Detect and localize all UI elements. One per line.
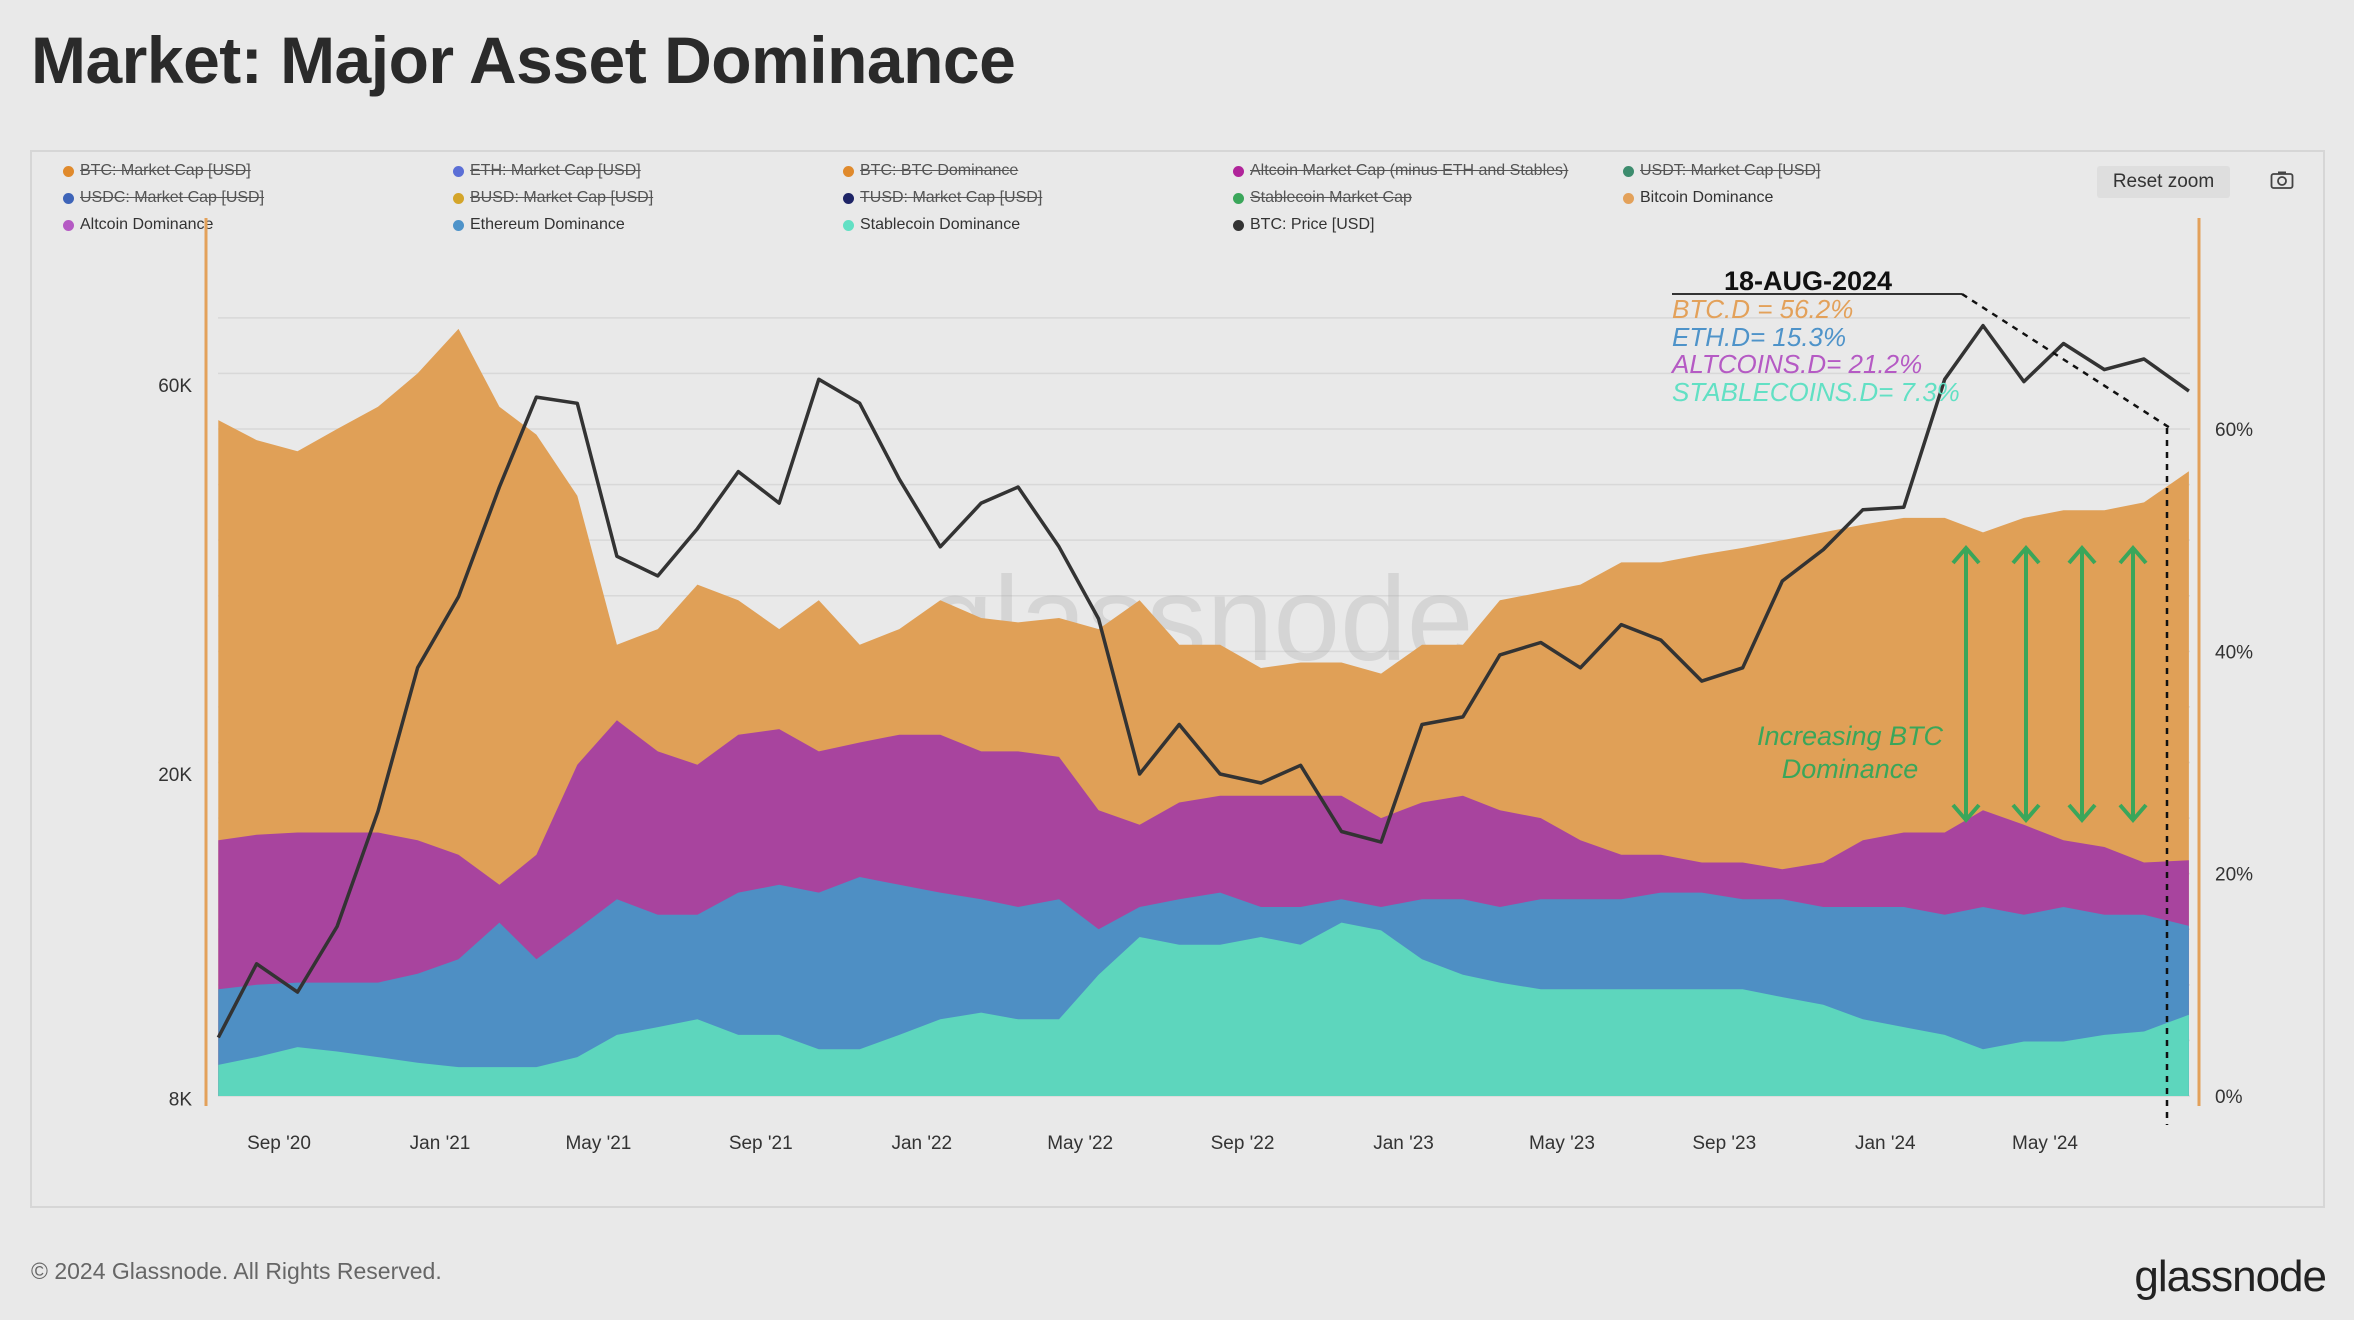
legend-item[interactable]: USDT: Market Cap [USD]: [1623, 162, 1820, 180]
legend-label: Stablecoin Market Cap: [1250, 189, 1412, 206]
price-series: [216, 323, 2190, 1039]
annotation: 18-AUG-2024 BTC.D = 56.2% ETH.D= 15.3% A…: [1670, 266, 2171, 1125]
x-tick-label: Sep '21: [729, 1133, 793, 1154]
annotation-altcoin-dominance: ALTCOINS.D= 21.2%: [1670, 349, 1922, 379]
trend-label-line2: Dominance: [1782, 754, 1919, 784]
areas: [218, 328, 2189, 1096]
trend-label-line1: Increasing BTC: [1757, 721, 1944, 751]
legend-item[interactable]: ETH: Market Cap [USD]: [453, 162, 641, 180]
trend-arrows: [1951, 544, 2148, 824]
right-tick-label: 60%: [2215, 420, 2253, 441]
glassnode-logo: glassnode: [2134, 1252, 2327, 1301]
legend-marker-icon: [843, 192, 854, 204]
double-arrow-icon: [2118, 544, 2148, 824]
legend-label: BTC: Price [USD]: [1250, 216, 1375, 233]
x-tick-label: May '21: [565, 1133, 631, 1154]
legend-label: Altcoin Market Cap (minus ETH and Stable…: [1250, 162, 1569, 179]
legend-marker-icon: [1623, 165, 1634, 177]
legend-label: USDT: Market Cap [USD]: [1640, 162, 1821, 179]
left-tick-label: 20K: [158, 765, 192, 786]
page-title: Market: Major Asset Dominance: [31, 23, 1016, 97]
legend-label: ETH: Market Cap [USD]: [470, 162, 641, 179]
x-tick-label: May '24: [2012, 1133, 2078, 1154]
legend-item[interactable]: Stablecoin Dominance: [843, 216, 1020, 234]
right-tick-label: 40%: [2215, 642, 2253, 663]
legend-item[interactable]: BTC: Price [USD]: [1233, 216, 1374, 234]
copyright: © 2024 Glassnode. All Rights Reserved.: [31, 1258, 442, 1284]
legend-marker-icon: [1233, 165, 1244, 177]
area-stablecoin-dominance: [218, 922, 2189, 1096]
annotation-eth-dominance: ETH.D= 15.3%: [1672, 322, 1846, 352]
legend-label: Ethereum Dominance: [470, 216, 625, 233]
legend-marker-icon: [843, 165, 854, 177]
legend-item[interactable]: BUSD: Market Cap [USD]: [453, 189, 653, 207]
annotation-date: 18-AUG-2024: [1724, 266, 1892, 296]
x-tick-label: May '23: [1529, 1133, 1595, 1154]
legend-marker-icon: [1233, 192, 1244, 204]
left-axis-ticks: 8K 20K 60K: [158, 376, 192, 1110]
legend-label: TUSD: Market Cap [USD]: [860, 189, 1043, 206]
legend-item[interactable]: TUSD: Market Cap [USD]: [843, 189, 1042, 207]
right-tick-label: 0%: [2215, 1087, 2243, 1108]
legend-marker-icon: [63, 192, 74, 204]
legend-marker-icon: [63, 219, 74, 231]
legend-marker-icon: [453, 192, 464, 204]
legend-item[interactable]: Bitcoin Dominance: [1623, 189, 1773, 207]
right-tick-label: 20%: [2215, 865, 2253, 886]
legend-marker-icon: [453, 219, 464, 231]
legend-marker-icon: [1233, 219, 1244, 231]
legend-item[interactable]: BTC: BTC Dominance: [843, 162, 1018, 180]
left-tick-label: 60K: [158, 376, 192, 397]
btc-price-line: [216, 323, 2190, 1039]
x-axis-ticks: Sep '20 Jan '21 May '21 Sep '21 Jan '22 May '…: [247, 1133, 2078, 1154]
double-arrow-icon: [1951, 544, 1981, 824]
annotation-btc-dominance: BTC.D = 56.2%: [1672, 294, 1853, 324]
legend-item[interactable]: BTC: Market Cap [USD]: [63, 162, 251, 180]
annotation-pointer: [1961, 292, 2171, 430]
double-arrow-icon: [2011, 544, 2041, 824]
x-tick-label: Sep '23: [1692, 1133, 1756, 1154]
left-tick-label: 8K: [169, 1089, 193, 1110]
legend-item[interactable]: Ethereum Dominance: [453, 216, 625, 234]
legend-item[interactable]: Stablecoin Market Cap: [1233, 189, 1412, 207]
legend-item[interactable]: Altcoin Dominance: [63, 216, 213, 234]
legend-item[interactable]: Altcoin Market Cap (minus ETH and Stable…: [1233, 162, 1568, 180]
annotation-stablecoin-dominance: STABLECOINS.D= 7.3%: [1672, 377, 1960, 407]
legend-label: BUSD: Market Cap [USD]: [470, 189, 654, 206]
camera-icon[interactable]: [2270, 170, 2294, 190]
x-tick-label: Sep '20: [247, 1133, 311, 1154]
x-tick-label: Jan '24: [1855, 1133, 1916, 1154]
x-tick-label: Jan '23: [1373, 1133, 1434, 1154]
x-tick-label: Jan '21: [410, 1133, 471, 1154]
x-tick-label: Sep '22: [1211, 1133, 1275, 1154]
legend-label: Stablecoin Dominance: [860, 216, 1021, 233]
legend-label: BTC: Market Cap [USD]: [80, 162, 251, 179]
legend-marker-icon: [63, 165, 74, 177]
double-arrow-icon: [2067, 544, 2097, 824]
legend-item[interactable]: USDC: Market Cap [USD]: [63, 189, 264, 207]
legend-marker-icon: [843, 219, 854, 231]
legend-label: Altcoin Dominance: [80, 216, 214, 233]
x-tick-label: Jan '22: [891, 1133, 952, 1154]
legend-label: BTC: BTC Dominance: [860, 162, 1019, 179]
x-tick-label: May '22: [1047, 1133, 1113, 1154]
reset-zoom-button[interactable]: Reset zoom: [2097, 166, 2230, 198]
legend-marker-icon: [1623, 192, 1634, 204]
legend-label: USDC: Market Cap [USD]: [80, 189, 265, 206]
legend-marker-icon: [453, 165, 464, 177]
chart-card: [30, 150, 2325, 1208]
legend-label: Bitcoin Dominance: [1640, 189, 1774, 206]
right-axis-ticks: 0% 20% 40% 60%: [2215, 420, 2253, 1108]
